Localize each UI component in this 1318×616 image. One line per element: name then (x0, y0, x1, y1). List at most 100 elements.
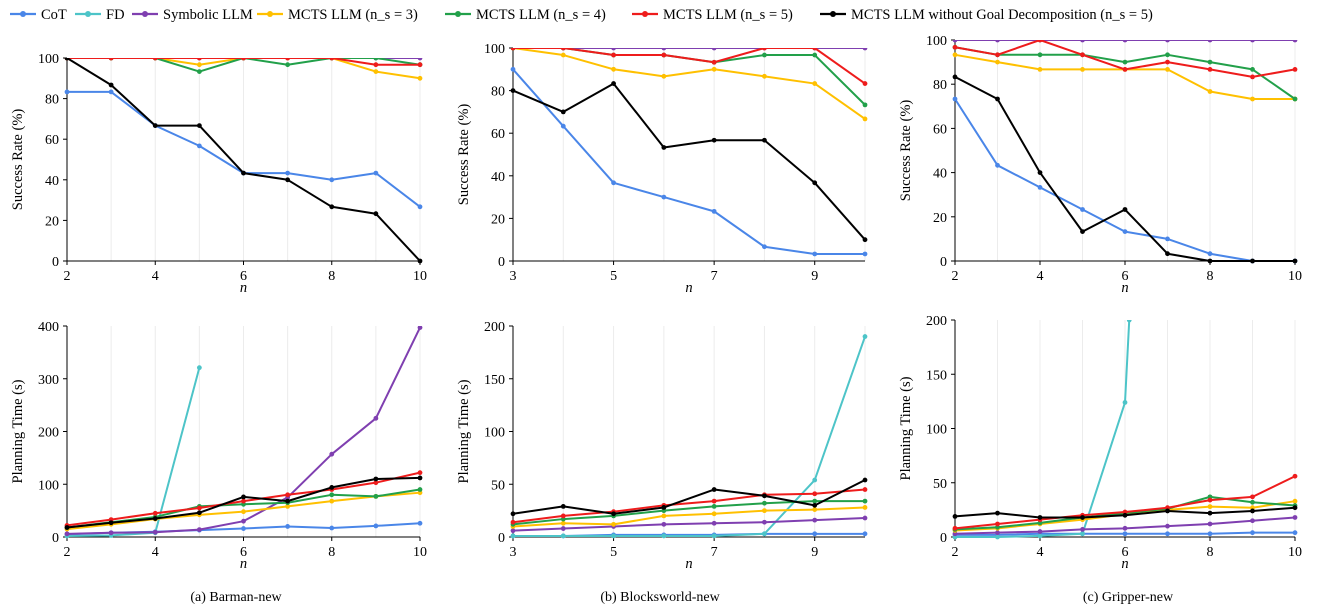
data-point (196, 527, 202, 533)
series-group (64, 58, 423, 264)
y-tick-label: 100 (38, 52, 59, 67)
data-point (862, 498, 868, 504)
data-point (1165, 236, 1170, 242)
data-point (611, 521, 616, 527)
data-point (560, 109, 566, 115)
data-point (241, 526, 246, 531)
data-point (812, 498, 818, 504)
data-point (417, 75, 423, 81)
data-point (1037, 52, 1043, 58)
data-point (611, 533, 616, 539)
data-point (417, 58, 423, 61)
data-point (711, 208, 717, 214)
series-group (952, 40, 1298, 264)
series-line-mcts-llm-n-s-3 (67, 58, 421, 80)
data-point (285, 524, 291, 529)
x-tick-label: 8 (328, 269, 335, 284)
data-point (329, 451, 335, 457)
data-point (1292, 96, 1298, 102)
data-point (241, 518, 246, 524)
data-point (995, 59, 1000, 65)
data-point (373, 62, 379, 68)
data-point (812, 531, 818, 537)
legend-label: FD (106, 7, 125, 23)
caption-barman: (a) Barman-new (190, 590, 282, 605)
data-point (661, 73, 667, 79)
data-point (1207, 258, 1213, 264)
caption-blocksworld: (b) Blocksworld-new (600, 590, 720, 605)
data-point (661, 505, 667, 510)
data-point (560, 533, 566, 539)
data-point (1122, 59, 1128, 65)
data-point (762, 493, 767, 499)
legend-marker (267, 11, 273, 17)
data-point (862, 505, 868, 510)
data-point (1292, 258, 1298, 264)
data-point (661, 513, 667, 519)
data-point (762, 500, 767, 506)
data-point (1126, 320, 1132, 323)
data-point (1292, 473, 1298, 479)
y-tick-label: 150 (484, 373, 505, 388)
data-point (285, 62, 291, 68)
data-point (152, 510, 158, 516)
data-point (510, 48, 516, 51)
series-group (510, 48, 868, 257)
data-point (1080, 527, 1085, 532)
data-point (285, 498, 291, 504)
x-tick-label: 10 (1288, 545, 1302, 560)
data-point (1080, 40, 1085, 43)
data-point (862, 531, 868, 537)
y-tick-label: 60 (45, 133, 59, 148)
data-point (661, 52, 667, 58)
legend: CoT FD Symbolic LLM MCTS LLM (n_s = 3) MCTS … (10, 7, 1153, 23)
y-tick-label: 40 (491, 170, 505, 185)
data-point (1080, 515, 1085, 520)
data-point (1037, 66, 1043, 72)
panel-gripper-new-success: 0 20 40 60 80 100 2 4 6 8 10 n Success Rate (%) (898, 34, 1302, 296)
x-tick-label: 8 (1207, 545, 1214, 560)
data-point (285, 504, 291, 509)
data-point (862, 515, 868, 521)
data-point (862, 251, 868, 257)
data-point (560, 504, 566, 509)
data-point (417, 487, 423, 492)
data-point (560, 526, 566, 531)
data-point (373, 476, 379, 482)
series-line-mcts-llm-without-goal-decomposition-n-s-5 (512, 82, 866, 241)
data-point (862, 116, 868, 122)
data-point (661, 48, 667, 51)
data-point (285, 492, 291, 498)
data-point (1122, 40, 1128, 43)
data-point (417, 470, 423, 476)
data-point (1037, 185, 1043, 190)
data-point (241, 498, 246, 504)
data-point (862, 237, 868, 243)
x-tick-label: 3 (510, 269, 517, 284)
data-point (510, 511, 516, 517)
data-point (373, 493, 379, 499)
data-point (762, 519, 767, 525)
data-point (1207, 510, 1213, 516)
y-tick-label: 80 (933, 78, 947, 93)
legend-label: MCTS LLM (n_s = 5) (663, 7, 793, 23)
series-group (510, 334, 868, 539)
data-point (952, 513, 958, 519)
data-point (108, 58, 114, 61)
data-point (196, 365, 202, 371)
series-line-fd (513, 336, 866, 537)
series-line-symbolic-llm (512, 517, 866, 532)
data-point (329, 58, 335, 61)
data-point (1250, 40, 1255, 43)
x-axis-label: n (685, 556, 692, 572)
data-point (995, 96, 1000, 102)
data-point (1250, 74, 1255, 80)
data-point (711, 48, 717, 51)
data-point (510, 533, 516, 539)
series-line-mcts-llm-n-s-5 (513, 48, 866, 85)
data-point (417, 326, 423, 330)
x-tick-label: 9 (811, 269, 818, 284)
data-point (417, 258, 423, 264)
legend-item-mcts-llm-n-s-3: MCTS LLM (n_s = 3) (257, 7, 418, 23)
